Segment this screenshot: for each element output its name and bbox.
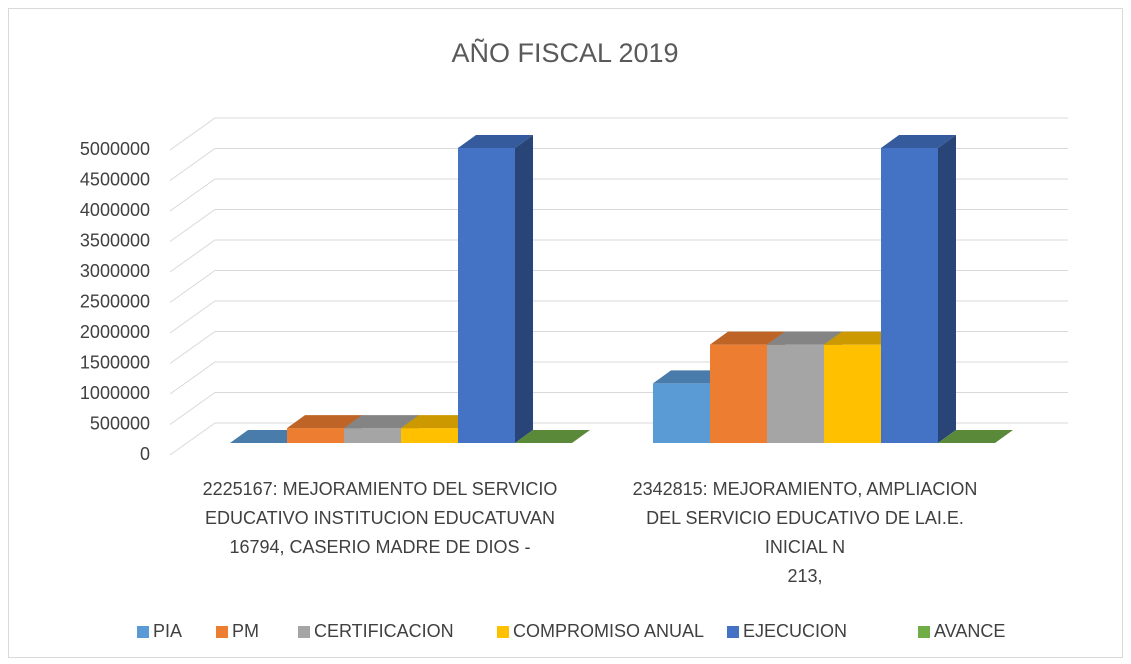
y-tick-label: 3500000 <box>80 230 150 250</box>
bar-front <box>458 147 515 444</box>
bar-front <box>653 383 710 443</box>
legend-label: AVANCE <box>934 621 1005 641</box>
y-tick-label: 5000000 <box>80 139 150 159</box>
bar-top <box>344 415 419 429</box>
x-tick-label: DEL SERVICIO EDUCATIVO DE LAI.E. <box>646 508 964 528</box>
y-tick-label: 1500000 <box>80 352 150 372</box>
bar-top <box>653 370 728 384</box>
x-tick-label: 2225167: MEJORAMIENTO DEL SERVICIO <box>203 479 558 499</box>
bar-front <box>344 428 401 443</box>
legend-label: PM <box>232 621 259 641</box>
bar-front <box>710 344 767 443</box>
bar-top <box>515 430 590 443</box>
grid-line <box>169 148 1068 181</box>
y-tick-label: 0 <box>140 444 150 464</box>
x-tick-label: 2342815: MEJORAMIENTO, AMPLIACION <box>633 479 978 499</box>
bar-top <box>287 415 362 429</box>
bar-top <box>230 430 305 443</box>
x-tick-label: INICIAL N <box>765 537 845 557</box>
y-tick-label: 1000000 <box>80 383 150 403</box>
legend-label: EJECUCION <box>743 621 847 641</box>
grid-line <box>169 331 1068 364</box>
legend-label: COMPROMISO ANUAL <box>513 621 704 641</box>
grid-line <box>169 239 1068 273</box>
grid-line <box>169 209 1068 242</box>
bar-side <box>938 134 956 444</box>
bar-side <box>515 134 533 444</box>
legend-swatch <box>497 626 509 638</box>
legend-swatch <box>298 626 310 638</box>
y-tick-label: 4000000 <box>80 200 150 220</box>
y-tick-label: 4500000 <box>80 169 150 189</box>
bar-top <box>401 415 476 429</box>
y-tick-label: 500000 <box>90 413 150 433</box>
bar-top <box>881 134 956 148</box>
grid-line <box>169 270 1068 303</box>
bar-front <box>287 428 344 443</box>
x-tick-label: 213, <box>787 566 822 586</box>
bar-top <box>710 331 785 345</box>
y-tick-label: 2000000 <box>80 322 150 342</box>
bar-front <box>824 344 881 443</box>
bar-front <box>767 344 824 443</box>
legend-swatch <box>216 626 228 638</box>
legend-label: PIA <box>153 621 182 641</box>
legend-swatch <box>137 626 149 638</box>
bar-front <box>401 428 458 443</box>
grid-line <box>169 300 1068 334</box>
bar-front <box>881 147 938 444</box>
y-tick-label: 2500000 <box>80 291 150 311</box>
grid-line <box>169 178 1068 212</box>
bar-top <box>938 430 1013 443</box>
x-tick-label: EDUCATIVO INSTITUCION EDUCATUVAN <box>205 508 555 528</box>
legend-label: CERTIFICACION <box>314 621 454 641</box>
y-tick-label: 3000000 <box>80 261 150 281</box>
bar-top <box>824 331 899 345</box>
bar-top <box>767 331 842 345</box>
legend-swatch <box>727 626 739 638</box>
chart-title: AÑO FISCAL 2019 <box>451 37 678 68</box>
grid-line <box>169 117 1068 151</box>
x-tick-label: 16794, CASERIO MADRE DE DIOS - <box>229 537 530 557</box>
legend-swatch <box>918 626 930 638</box>
bar-top <box>458 134 533 148</box>
